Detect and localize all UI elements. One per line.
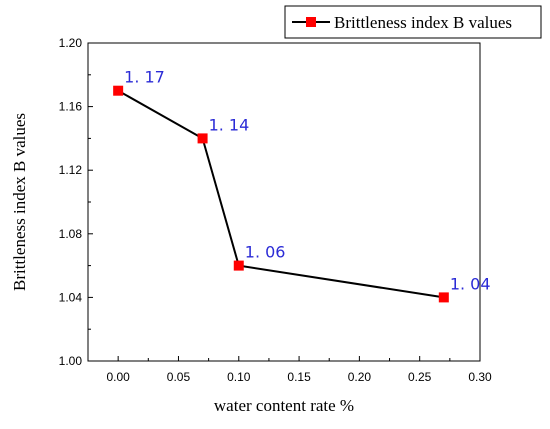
y-tick-label: 1.08 bbox=[59, 227, 83, 241]
x-axis: 0.00 0.05 0.10 0.15 0.20 0.25 0.30 bbox=[87, 356, 492, 384]
legend-label: Brittleness index B values bbox=[334, 13, 512, 32]
x-tick-label: 0.15 bbox=[287, 370, 311, 384]
data-point-label: 1. 17 bbox=[124, 68, 165, 87]
data-point-label: 1. 06 bbox=[245, 243, 286, 262]
y-axis-title: Brittleness index B values bbox=[10, 113, 29, 291]
data-point-marker bbox=[438, 292, 449, 303]
legend: Brittleness index B values bbox=[284, 5, 542, 39]
x-tick-label: 0.00 bbox=[106, 370, 130, 384]
x-tick-label: 0.10 bbox=[227, 370, 251, 384]
y-tick-label: 1.04 bbox=[59, 290, 83, 304]
y-axis: 1.00 1.04 1.08 1.12 1.16 1.20 bbox=[59, 36, 93, 368]
data-point-label: 1. 04 bbox=[450, 274, 491, 293]
data-point-marker bbox=[113, 85, 124, 96]
x-tick-label: 0.30 bbox=[468, 370, 492, 384]
y-tick-label: 1.12 bbox=[59, 163, 83, 177]
y-tick-label: 1.20 bbox=[59, 36, 83, 50]
series-line bbox=[117, 89, 444, 299]
plot-area bbox=[87, 42, 481, 362]
data-point-marker bbox=[233, 260, 244, 271]
legend-marker-swatch bbox=[306, 17, 316, 27]
x-axis-title: water content rate % bbox=[214, 396, 354, 415]
x-tick-label: 0.05 bbox=[167, 370, 191, 384]
x-tick-label: 0.25 bbox=[408, 370, 432, 384]
x-tick-label: 0.20 bbox=[348, 370, 372, 384]
data-point-label: 1. 14 bbox=[209, 115, 250, 134]
y-tick-label: 1.00 bbox=[59, 354, 83, 368]
y-tick-label: 1.16 bbox=[59, 100, 83, 114]
data-point-marker bbox=[197, 133, 208, 144]
plot-frame bbox=[87, 42, 481, 362]
series-layer: 1. 17 1. 14 1. 06 1. 04 bbox=[113, 68, 491, 303]
